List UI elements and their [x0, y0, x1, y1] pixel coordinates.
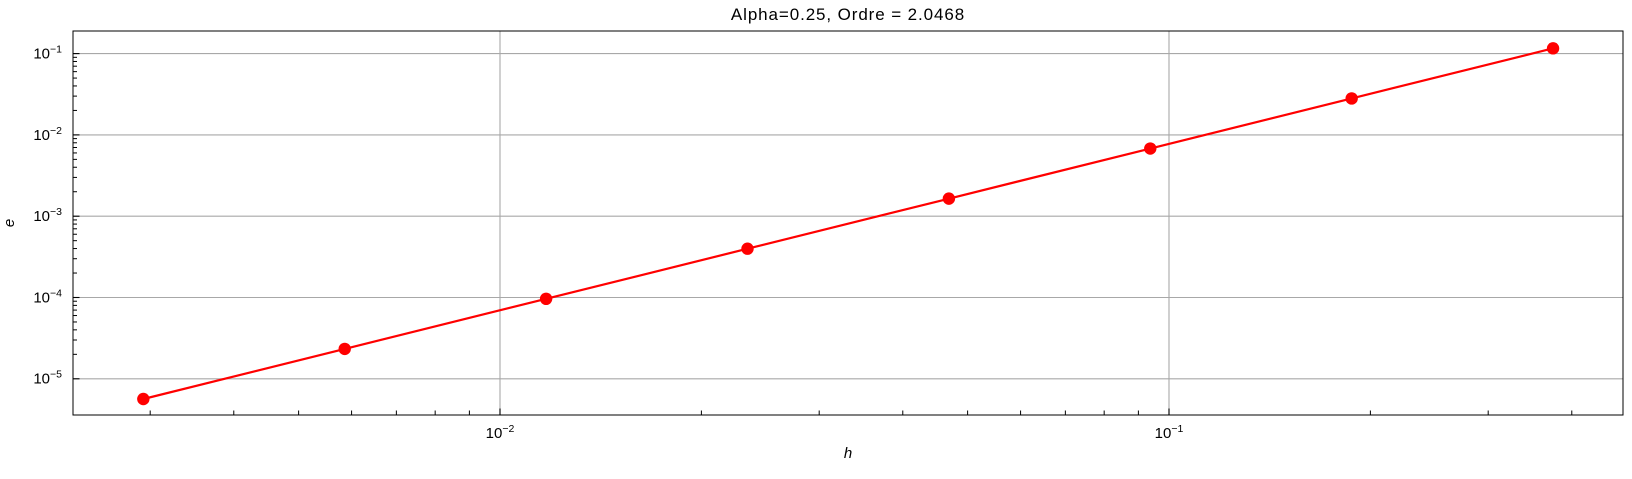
svg-text:e: e [1, 219, 18, 227]
svg-text:h: h [844, 445, 852, 462]
svg-text:Alpha=0.25, Ordre = 2.0468: Alpha=0.25, Ordre = 2.0468 [731, 5, 965, 24]
